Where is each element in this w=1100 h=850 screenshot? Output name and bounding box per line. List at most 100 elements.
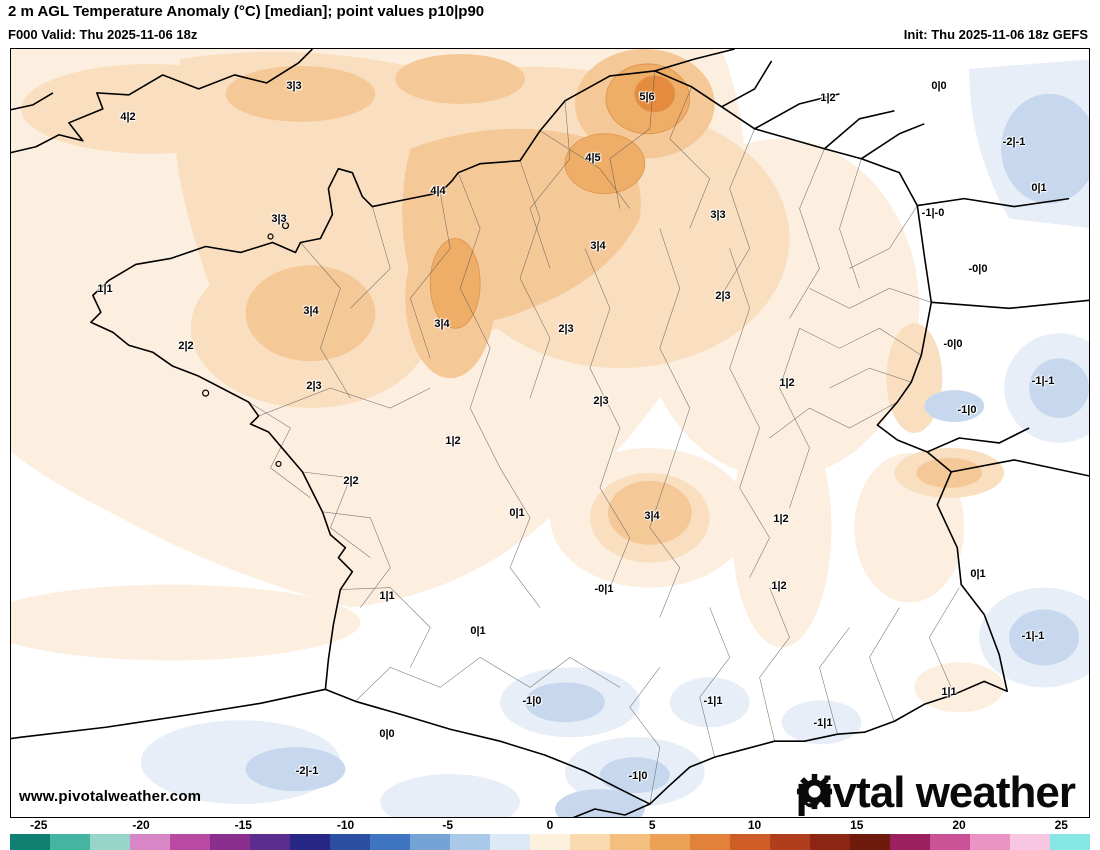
anomaly-shading-cool <box>140 59 1089 817</box>
watermark-url: www.pivotalweather.com <box>19 788 202 805</box>
colorbar-segment <box>650 834 690 850</box>
point-value: 3|4 <box>434 318 450 330</box>
point-value: 2|3 <box>593 395 609 407</box>
point-value: -1|0 <box>628 770 648 782</box>
colorbar-segment <box>90 834 130 850</box>
point-value: 0|0 <box>931 80 947 92</box>
colorbar-tick-label: -5 <box>442 818 454 832</box>
colorbar-segment <box>490 834 530 850</box>
department-borders <box>248 70 960 805</box>
spain-coastline <box>11 688 651 817</box>
colorbar-segment <box>450 834 490 850</box>
header: 2 m AGL Temperature Anomaly (°C) [median… <box>0 0 1100 48</box>
colorbar-segment <box>570 834 610 850</box>
point-value: -1|0 <box>522 695 542 707</box>
uk-coastline <box>11 49 314 154</box>
point-value: 1|1 <box>97 283 113 295</box>
colorbar-segment <box>850 834 890 850</box>
colorbar-tick-label: -20 <box>132 818 150 832</box>
colorbar-tick-label: 5 <box>648 818 656 832</box>
colorbar-segment <box>1050 834 1090 850</box>
colorbar-segment <box>890 834 930 850</box>
point-value: -1|0 <box>957 404 977 416</box>
neighbor-borders <box>654 49 1089 477</box>
point-value: 1|1 <box>941 686 957 698</box>
france-coastline <box>90 70 1008 805</box>
point-value: 2|3 <box>306 380 322 392</box>
point-value: 3|4 <box>644 510 660 522</box>
colorbar-tick-label: -25 <box>30 818 48 832</box>
point-value: -1|1 <box>813 717 833 729</box>
point-value: 2|3 <box>715 290 731 302</box>
colorbar-ticks: -25 -20 -15 -10 -5 0 5 10 15 20 25 <box>0 818 1100 833</box>
colorbar-tick-label: 10 <box>747 818 762 832</box>
colorbar-segment <box>10 834 50 850</box>
point-value: 0|0 <box>379 728 395 740</box>
pivotal-weather-logo: piv tal weather <box>796 768 1076 817</box>
colorbar-segment <box>1010 834 1050 850</box>
gear-icon <box>796 773 832 810</box>
colorbar-segment <box>50 834 90 850</box>
islands <box>202 221 290 468</box>
point-value: 4|5 <box>585 152 601 164</box>
map-canvas: www.pivotalweather.com piv tal weather 3… <box>10 48 1090 818</box>
point-value: 3|3 <box>271 213 287 225</box>
colorbar-segment <box>410 834 450 850</box>
point-value: -0|1 <box>594 583 614 595</box>
point-value: 1|2 <box>445 435 461 447</box>
colorbar-segment <box>690 834 730 850</box>
point-value: 0|1 <box>470 625 486 637</box>
colorbar-segment <box>170 834 210 850</box>
colorbar-segment <box>730 834 770 850</box>
point-value: -1|-0 <box>921 207 945 219</box>
point-value: 4|4 <box>430 185 446 197</box>
country-borders <box>11 49 1089 817</box>
point-value: -2|-1 <box>295 765 319 777</box>
colorbar-segment <box>770 834 810 850</box>
point-value: 2|2 <box>178 340 194 352</box>
valid-time-label: F000 Valid: Thu 2025-11-06 18z <box>8 27 198 42</box>
colorbar-segment <box>130 834 170 850</box>
colorbar-segment <box>530 834 570 850</box>
colorbar-segment <box>330 834 370 850</box>
point-value: -2|-1 <box>1002 136 1026 148</box>
page-title: 2 m AGL Temperature Anomaly (°C) [median… <box>8 3 485 20</box>
colorbar-segment <box>930 834 970 850</box>
colorbar-tick-label: 0 <box>546 818 554 832</box>
colorbar-segment <box>250 834 290 850</box>
colorbar-segment <box>210 834 250 850</box>
point-value: 2|3 <box>558 323 574 335</box>
point-value: 1|2 <box>771 580 787 592</box>
point-value: 0|1 <box>970 568 986 580</box>
colorbar-tick-label: -10 <box>336 818 355 832</box>
colorbar-segment <box>610 834 650 850</box>
init-time-label: Init: Thu 2025-11-06 18z GEFS <box>903 27 1088 42</box>
colorbar-tick-label: -15 <box>234 818 252 832</box>
point-value: -1|-1 <box>1021 630 1045 642</box>
colorbar-segments <box>10 834 1090 850</box>
weather-map-svg <box>11 49 1089 817</box>
point-value: 1|2 <box>773 513 789 525</box>
point-value: 3|4 <box>303 305 319 317</box>
colorbar-segment <box>810 834 850 850</box>
point-value: 3|4 <box>590 240 606 252</box>
point-value: -1|1 <box>703 695 723 707</box>
point-value: 4|2 <box>120 111 136 123</box>
anomaly-shading-warm <box>11 49 1005 713</box>
colorbar: -25 -20 -15 -10 -5 0 5 10 15 20 25 <box>0 818 1100 850</box>
point-value: 1|2 <box>779 377 795 389</box>
point-value: 0|1 <box>509 507 525 519</box>
point-value: 0|1 <box>1031 182 1047 194</box>
point-value: 5|6 <box>639 91 655 103</box>
point-value: 1|1 <box>379 590 395 602</box>
colorbar-segment <box>370 834 410 850</box>
point-value: -0|0 <box>968 263 988 275</box>
colorbar-tick-label: 15 <box>850 818 864 832</box>
colorbar-tick-label: 25 <box>1054 818 1068 832</box>
point-value: 2|2 <box>343 475 359 487</box>
point-value: 3|3 <box>710 209 726 221</box>
point-value: 3|3 <box>286 80 302 92</box>
point-value: -0|0 <box>943 338 963 350</box>
logo-text-post: tal weather <box>856 768 1076 817</box>
colorbar-tick-label: 20 <box>952 818 966 832</box>
